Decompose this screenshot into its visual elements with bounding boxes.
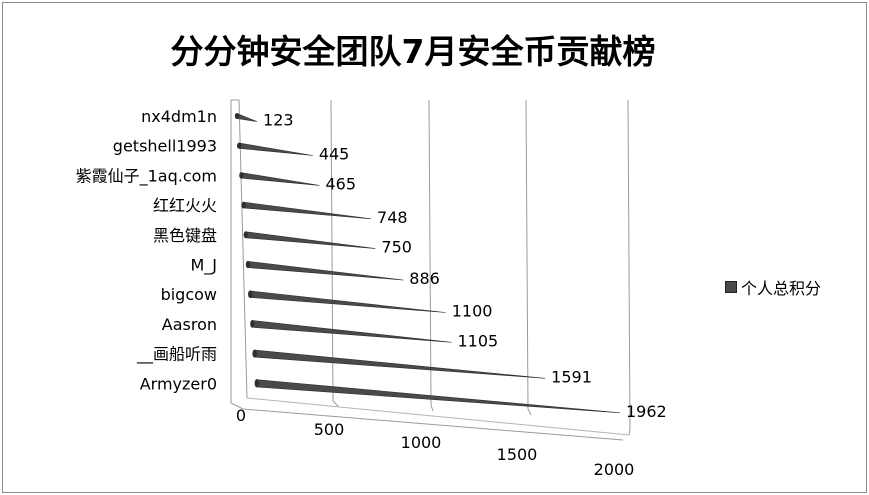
- bar-cap-8: [252, 349, 257, 358]
- category-label: __画船听雨: [136, 345, 217, 365]
- legend: 个人总积分: [725, 275, 821, 299]
- bar-cap-6: [248, 290, 253, 298]
- value-label: 1105: [458, 331, 499, 350]
- chart-title: 分分钟安全团队7月安全币贡献榜: [170, 32, 656, 71]
- gridline-500: [330, 99, 340, 408]
- bar-cap-7: [250, 320, 255, 328]
- bar-cap-4: [243, 231, 248, 239]
- bar-5: [247, 261, 404, 281]
- value-label: 886: [409, 269, 440, 288]
- category-label: Armyzer0: [140, 374, 217, 393]
- x-tick-label: 2000: [594, 460, 635, 479]
- bar-4: [245, 231, 376, 249]
- legend-swatch: [725, 281, 737, 293]
- category-label: nx4dm1n: [141, 107, 217, 126]
- bars: [234, 113, 620, 414]
- bar-cap-3: [241, 201, 246, 209]
- bar-1: [238, 142, 313, 156]
- bar-cap-5: [245, 260, 251, 269]
- plot-area: nx4dm1n 123 getshell1993 445 紫霞仙子_1aq.com 465…: [76, 99, 667, 479]
- floor-back-edge: [246, 397, 630, 436]
- x-tick-label: 1000: [401, 433, 442, 452]
- bar-cap-0: [234, 113, 240, 119]
- x-tick-label: 1500: [497, 445, 538, 464]
- category-label: 黑色键盘: [153, 226, 217, 245]
- x-tick-label: 500: [314, 420, 345, 439]
- category-label: getshell1993: [113, 137, 217, 156]
- value-label: 445: [319, 144, 350, 163]
- bar-cap-9: [254, 379, 259, 388]
- floor-front-edge: [230, 402, 624, 441]
- category-label: 红红火火: [153, 196, 217, 215]
- value-label: 750: [381, 238, 412, 257]
- category-label: bigcow: [161, 285, 217, 304]
- category-label: Aasron: [162, 315, 217, 334]
- value-label: 123: [263, 111, 294, 130]
- wall-inner-edge: [238, 99, 248, 399]
- x-tick-label: 0: [236, 406, 246, 425]
- bar-3: [243, 201, 372, 220]
- legend-label: 个人总积分: [741, 279, 822, 298]
- gridline-1500: [525, 99, 532, 416]
- labels: nx4dm1n 123 getshell1993 445 紫霞仙子_1aq.com 465…: [76, 107, 667, 479]
- value-label: 1100: [452, 302, 493, 321]
- value-label: 465: [325, 174, 356, 193]
- gridline-2000: [627, 99, 631, 436]
- bar-7: [252, 320, 452, 343]
- gridlines: [230, 99, 631, 441]
- bar-cap-2: [239, 172, 244, 179]
- gridline-1000: [428, 99, 434, 412]
- bar-cap-1: [237, 142, 242, 149]
- category-label: 紫霞仙子_1aq.com: [76, 166, 217, 186]
- bar-8: [254, 349, 546, 379]
- value-label: 748: [377, 208, 408, 227]
- category-label: M_J: [190, 256, 217, 276]
- bar-2: [241, 172, 320, 186]
- value-label: 1591: [551, 367, 592, 386]
- value-label: 1962: [626, 402, 667, 421]
- bar-6: [249, 290, 446, 313]
